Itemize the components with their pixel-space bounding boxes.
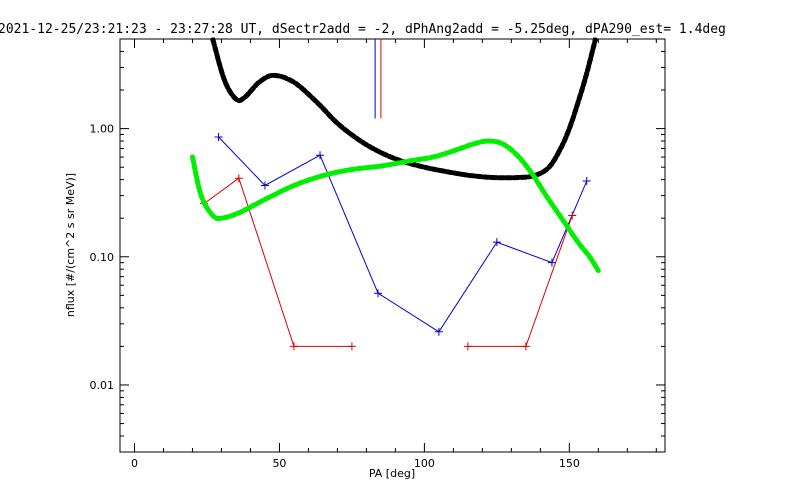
series-red-point [463,342,472,351]
x-tick-label: 0 [131,457,138,470]
series-blue-point [260,181,269,190]
series-blue-point [434,327,443,336]
chart-title: 2021-12-25/23:21:23 - 23:27:28 UT, dSect… [0,22,726,37]
x-tick-label: 100 [414,457,435,470]
series-blue-point [374,289,383,298]
series-black-curve [210,37,598,181]
series-red-line [467,215,573,347]
series-blue-point [547,258,556,267]
y-tick-label: 0.01 [90,379,115,392]
y-tick-label: 1.00 [90,123,115,136]
plot-frame [119,38,666,453]
series-red-point [234,174,243,183]
series-blue-point [492,238,501,247]
series-blue-point [316,151,325,160]
series-blue-point [582,177,591,186]
series-green-curve [190,138,601,274]
series-red-point [568,211,577,220]
series-blue-point [214,132,223,141]
series-red-point [521,342,530,351]
axis-ticks: 0 50 100 150 0.01 0.10 1.00 [90,38,665,470]
series-red-line [203,177,352,347]
x-tick-label: 150 [559,457,580,470]
x-tick-label: 50 [272,457,286,470]
x-axis-label: PA [deg] [369,467,415,480]
series-red-point [289,342,298,351]
y-axis-label: nflux [#/(cm^2 s sr MeV)] [64,173,77,317]
series-red-point [347,342,356,351]
y-tick-label: 0.10 [90,251,115,264]
series-layer [190,37,601,351]
series-blue-line [218,136,588,333]
